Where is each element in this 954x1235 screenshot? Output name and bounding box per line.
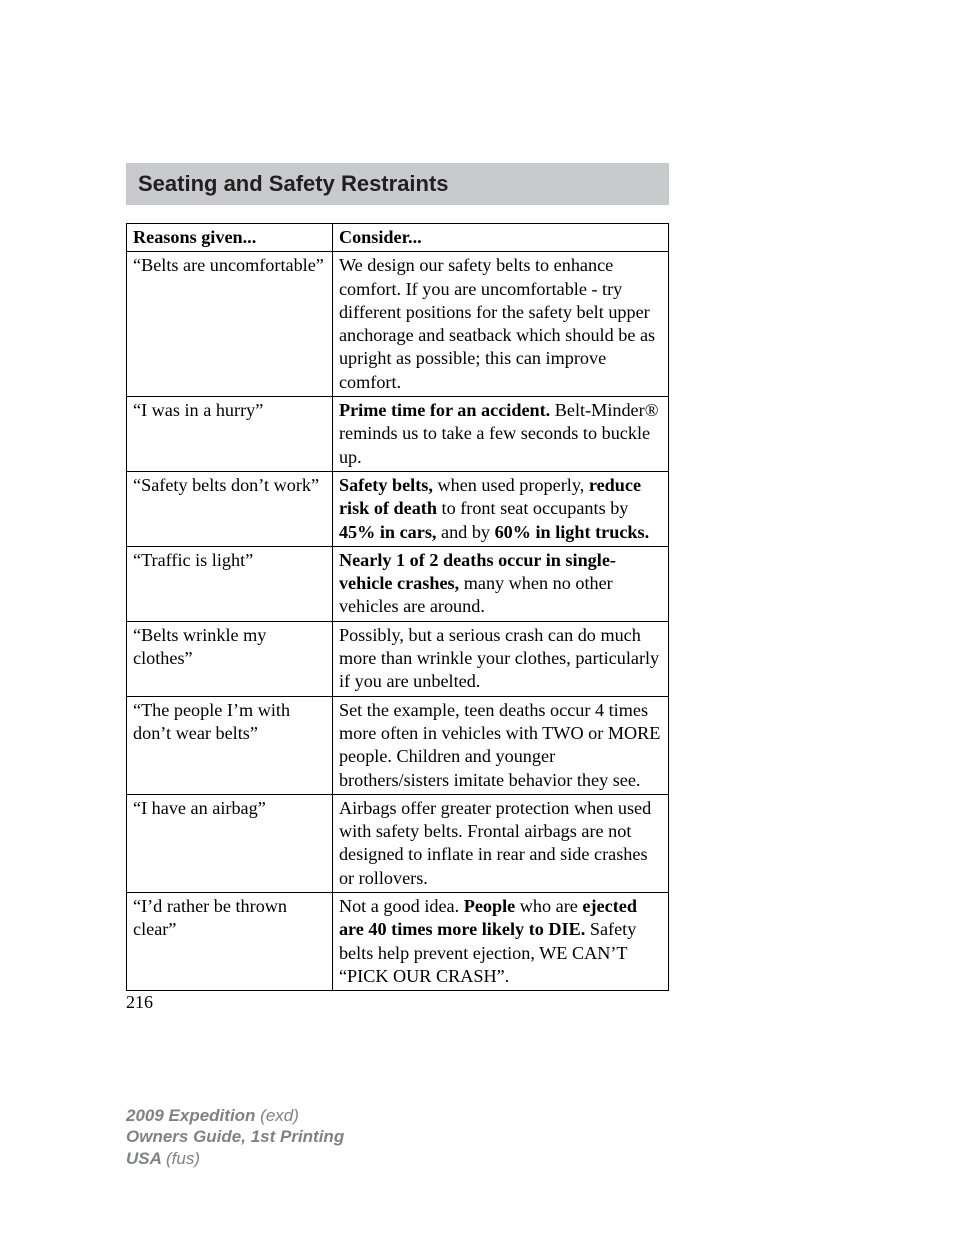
footer-region-code: (fus) <box>166 1149 200 1168</box>
table-row: “Belts wrinkle my clothes”Possibly, but … <box>127 621 669 696</box>
table-row: “The people I’m with don’t wear belts”Se… <box>127 696 669 794</box>
text-run: Prime time for an accident. <box>339 400 550 420</box>
reason-cell: “I have an airbag” <box>127 794 333 892</box>
footer: 2009 Expedition (exd) Owners Guide, 1st … <box>126 1105 344 1169</box>
page-content: Seating and Safety Restraints Reasons gi… <box>126 163 669 991</box>
reason-cell: “I’d rather be thrown clear” <box>127 893 333 991</box>
footer-model: 2009 Expedition <box>126 1106 260 1125</box>
consider-cell: Possibly, but a serious crash can do muc… <box>332 621 668 696</box>
text-run: Possibly, but a serious crash can do muc… <box>339 625 659 692</box>
page-number: 216 <box>126 992 153 1013</box>
text-run: Not a good idea. <box>339 896 464 916</box>
consider-cell: Nearly 1 of 2 deaths occur in single-veh… <box>332 546 668 621</box>
reason-cell: “I was in a hurry” <box>127 397 333 472</box>
header-consider: Consider... <box>332 224 668 252</box>
text-run: We design our safety belts to enhance co… <box>339 255 655 391</box>
text-run: who are <box>515 896 582 916</box>
text-run: Airbags offer greater protection when us… <box>339 798 651 888</box>
table-row: “Safety belts don’t work”Safety belts, w… <box>127 471 669 546</box>
consider-cell: We design our safety belts to enhance co… <box>332 252 668 397</box>
reason-cell: “Belts are uncomfortable” <box>127 252 333 397</box>
table-row: “Belts are uncomfortable”We design our s… <box>127 252 669 397</box>
section-header-bar: Seating and Safety Restraints <box>126 163 669 205</box>
reasons-table: Reasons given... Consider... “Belts are … <box>126 223 669 991</box>
text-run: when used properly, <box>433 475 589 495</box>
header-reason: Reasons given... <box>127 224 333 252</box>
footer-line-1: 2009 Expedition (exd) <box>126 1105 344 1126</box>
footer-guide: Owners Guide, 1st Printing <box>126 1127 344 1146</box>
consider-cell: Set the example, teen deaths occur 4 tim… <box>332 696 668 794</box>
text-run: and by <box>436 522 494 542</box>
text-run: Safety belts, <box>339 475 433 495</box>
table-body: “Belts are uncomfortable”We design our s… <box>127 252 669 991</box>
table-row: “Traffic is light”Nearly 1 of 2 deaths o… <box>127 546 669 621</box>
footer-region: USA <box>126 1149 166 1168</box>
text-run: to front seat occupants by <box>437 498 628 518</box>
consider-cell: Prime time for an accident. Belt-Minder®… <box>332 397 668 472</box>
consider-cell: Airbags offer greater protection when us… <box>332 794 668 892</box>
footer-line-3: USA (fus) <box>126 1148 344 1169</box>
reason-cell: “The people I’m with don’t wear belts” <box>127 696 333 794</box>
consider-cell: Not a good idea. People who are ejected … <box>332 893 668 991</box>
text-run: 45% in cars, <box>339 522 437 542</box>
table-row: “I was in a hurry”Prime time for an acci… <box>127 397 669 472</box>
reason-cell: “Traffic is light” <box>127 546 333 621</box>
table-row: “I’d rather be thrown clear”Not a good i… <box>127 893 669 991</box>
table-header-row: Reasons given... Consider... <box>127 224 669 252</box>
footer-model-code: (exd) <box>260 1106 299 1125</box>
table-row: “I have an airbag”Airbags offer greater … <box>127 794 669 892</box>
section-title: Seating and Safety Restraints <box>138 171 449 197</box>
reason-cell: “Belts wrinkle my clothes” <box>127 621 333 696</box>
text-run: 60% in light trucks. <box>495 522 650 542</box>
text-run: People <box>464 896 516 916</box>
footer-line-2: Owners Guide, 1st Printing <box>126 1126 344 1147</box>
reason-cell: “Safety belts don’t work” <box>127 471 333 546</box>
consider-cell: Safety belts, when used properly, reduce… <box>332 471 668 546</box>
text-run: Set the example, teen deaths occur 4 tim… <box>339 700 660 790</box>
